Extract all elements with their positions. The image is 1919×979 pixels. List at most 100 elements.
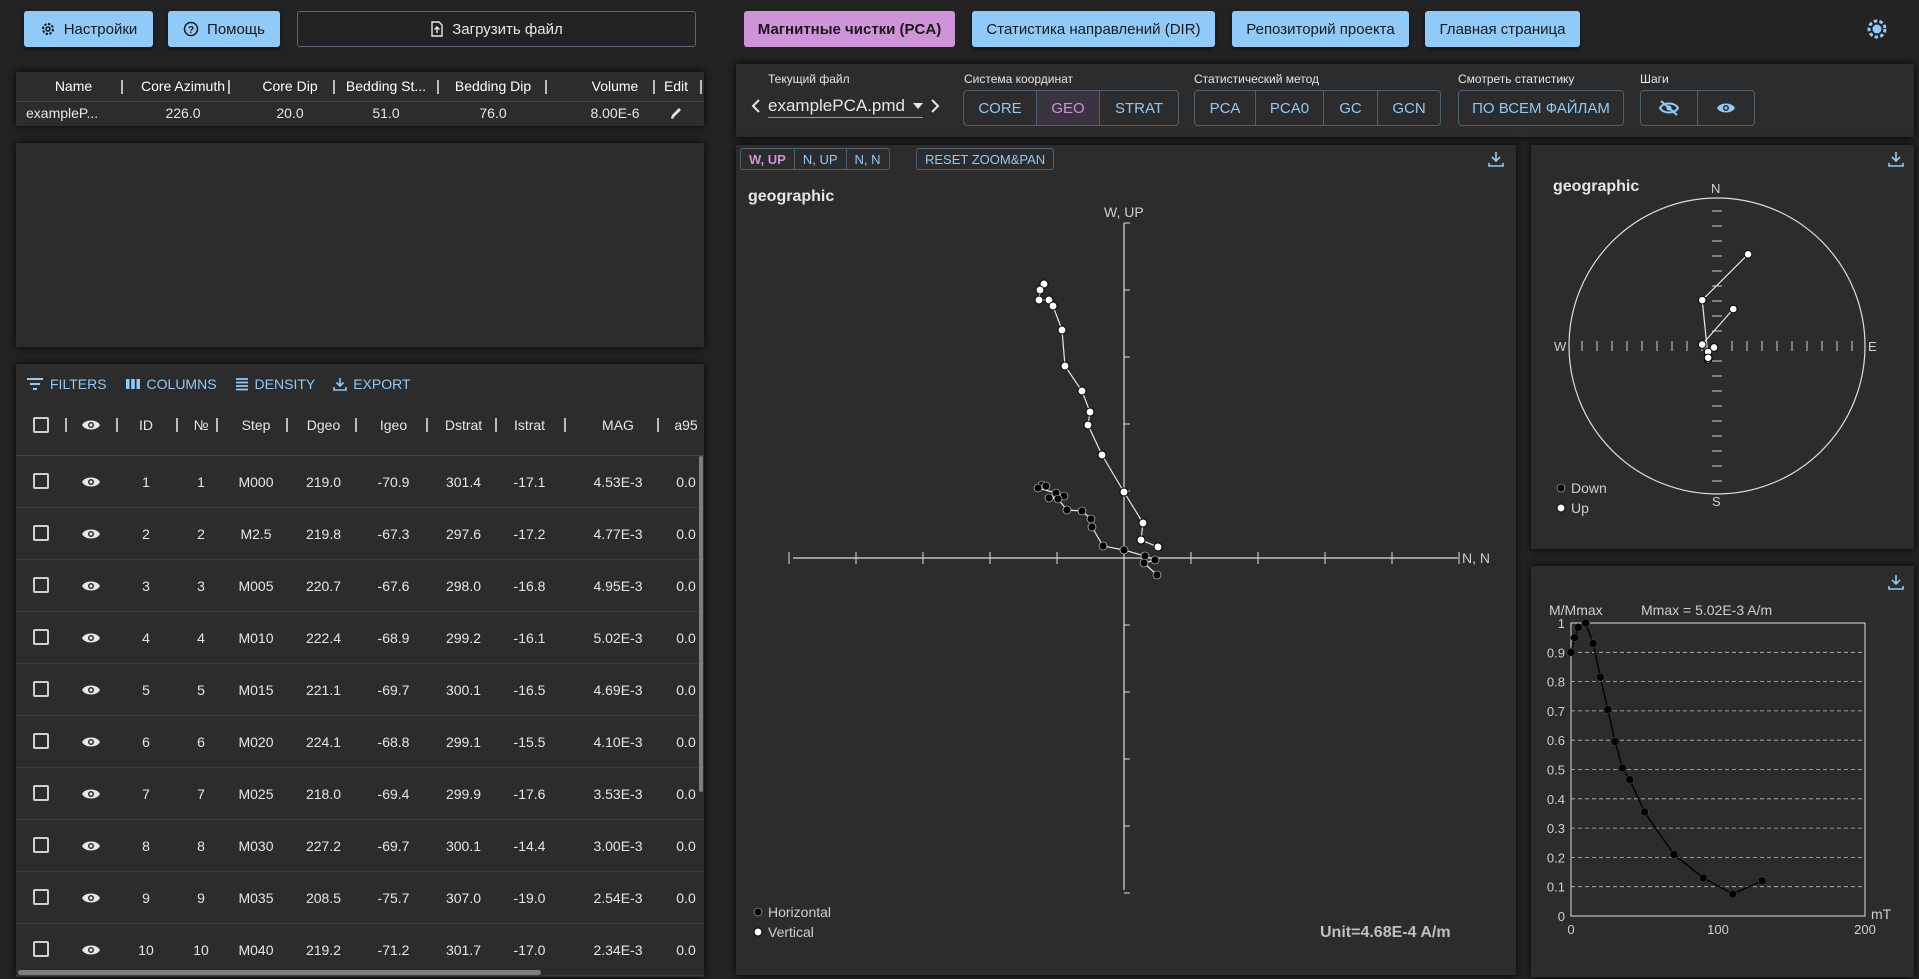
file-select[interactable]: examplePCA.pmd <box>768 94 923 118</box>
file-col-core-azimuth[interactable]: Core Azimuth <box>140 78 226 94</box>
theme-toggle-icon[interactable] <box>1864 16 1890 42</box>
nav-home-button[interactable]: Главная страница <box>1425 11 1580 47</box>
zij-horizontal-point[interactable] <box>1119 545 1129 555</box>
row-checkbox[interactable] <box>33 473 49 489</box>
download-icon[interactable] <box>1888 151 1904 167</box>
upload-file-button[interactable]: Загрузить файл <box>297 11 696 47</box>
zij-vertical-point[interactable] <box>1097 450 1107 460</box>
eye-icon[interactable] <box>81 630 101 646</box>
coord-geo[interactable]: GEO <box>1037 91 1100 125</box>
col-number[interactable]: № <box>193 417 209 433</box>
zij-vertical-point[interactable] <box>1085 407 1095 417</box>
zij-horizontal-point[interactable] <box>1139 558 1149 568</box>
table-row[interactable]: 8 8 M030 227.2 -69.7 300.1 -14.4 3.00E-3 0.0 <box>16 820 704 872</box>
eye-icon[interactable] <box>81 417 101 433</box>
col-mag[interactable]: MAG <box>602 417 634 433</box>
hide-steps-button[interactable] <box>1641 91 1698 125</box>
eye-icon[interactable] <box>81 942 101 958</box>
row-checkbox[interactable] <box>33 837 49 853</box>
table-row[interactable]: 1 1 M000 219.0 -70.9 301.4 -17.1 4.53E-3 0.0 <box>16 456 704 508</box>
stereonet-point[interactable] <box>1709 343 1719 352</box>
row-checkbox[interactable] <box>33 681 49 697</box>
zij-horizontal-point[interactable] <box>1098 541 1108 551</box>
zij-vertical-point[interactable] <box>1060 361 1070 371</box>
stereonet-point[interactable] <box>1728 304 1738 314</box>
eye-icon[interactable] <box>81 734 101 750</box>
zij-horizontal-point[interactable] <box>1077 506 1087 516</box>
stereonet-point[interactable] <box>1703 353 1713 363</box>
zij-horizontal-point[interactable] <box>1152 570 1162 580</box>
demag-point[interactable] <box>1566 648 1576 657</box>
demag-point[interactable] <box>1574 623 1583 632</box>
stereonet-point[interactable] <box>1697 340 1707 349</box>
zij-horizontal-point[interactable] <box>1140 551 1150 561</box>
demag-point[interactable] <box>1596 672 1605 682</box>
demag-point[interactable] <box>1618 763 1627 773</box>
vertical-scrollbar[interactable] <box>699 456 703 792</box>
file-col-bedding-dip[interactable]: Bedding Dip <box>454 78 532 94</box>
show-steps-button[interactable] <box>1698 91 1754 125</box>
columns-button[interactable]: COLUMNS <box>125 374 217 394</box>
settings-button[interactable]: Настройки <box>24 11 153 47</box>
col-igeo[interactable]: Igeo <box>379 417 408 433</box>
reset-zoom-button[interactable]: RESET ZOOM&PAN <box>916 148 1055 170</box>
nav-repo-button[interactable]: Репозиторий проекта <box>1232 11 1409 47</box>
zij-vertical-point[interactable] <box>1153 542 1163 552</box>
table-row[interactable]: 2 2 M2.5 219.8 -67.3 297.6 -17.2 4.77E-3 0.0 <box>16 508 704 560</box>
zij-vertical-point[interactable] <box>1083 420 1093 430</box>
demag-point[interactable] <box>1588 639 1598 648</box>
method-gcn[interactable]: GCN <box>1392 99 1426 117</box>
demag-point[interactable] <box>1603 705 1612 714</box>
eye-icon[interactable] <box>81 890 101 906</box>
prev-file-icon[interactable] <box>750 98 762 114</box>
coord-core[interactable]: CORE <box>964 91 1037 125</box>
demag-point[interactable] <box>1610 737 1620 746</box>
demag-point[interactable] <box>1640 807 1649 817</box>
file-col-edit[interactable]: Edit <box>663 78 689 94</box>
table-row[interactable]: 9 9 M035 208.5 -75.7 307.0 -19.0 2.54E-3 0.0 <box>16 872 704 924</box>
zij-horizontal-point[interactable] <box>1044 493 1054 503</box>
demag-point[interactable] <box>1728 889 1737 899</box>
zijderveld-plot[interactable]: geographic W, UP N, N Horizontal Vertical Uni… <box>736 145 1516 975</box>
row-checkbox[interactable] <box>33 733 49 749</box>
col-a95[interactable]: a95 <box>674 417 698 433</box>
zij-vertical-point[interactable] <box>1034 295 1044 305</box>
row-checkbox[interactable] <box>33 941 49 957</box>
eye-icon[interactable] <box>81 578 101 594</box>
eye-icon[interactable] <box>81 526 101 542</box>
file-col-volume[interactable]: Volume <box>591 78 639 94</box>
eye-icon[interactable] <box>81 786 101 802</box>
table-row[interactable]: 4 4 M010 222.4 -68.9 299.2 -16.1 5.02E-3 0.0 <box>16 612 704 664</box>
select-all-checkbox[interactable] <box>33 417 49 433</box>
zij-horizontal-point[interactable] <box>1033 483 1043 493</box>
file-col-bedding-strike[interactable]: Bedding St... <box>345 78 427 94</box>
nav-dir-button[interactable]: Статистика направлений (DIR) <box>972 11 1215 47</box>
demag-point[interactable] <box>1699 873 1708 883</box>
col-dstrat[interactable]: Dstrat <box>444 417 483 433</box>
nav-pca-button[interactable]: Магнитные чистки (PCA) <box>744 11 955 47</box>
stereonet-point[interactable] <box>1743 249 1753 259</box>
horizontal-scrollbar[interactable] <box>18 970 541 975</box>
demag-point[interactable] <box>1757 876 1767 886</box>
zij-vertical-point[interactable] <box>1035 285 1045 295</box>
demag-point[interactable] <box>1581 618 1590 628</box>
next-file-icon[interactable] <box>929 98 941 114</box>
coord-strat[interactable]: STRAT <box>1114 99 1164 117</box>
table-row[interactable]: 6 6 M020 224.1 -68.8 299.1 -15.5 4.10E-3 0.0 <box>16 716 704 768</box>
table-row[interactable]: 3 3 M005 220.7 -67.6 298.0 -16.8 4.95E-3 0.0 <box>16 560 704 612</box>
method-pca0[interactable]: PCA0 <box>1256 91 1324 125</box>
method-pca[interactable]: PCA <box>1195 91 1256 125</box>
col-id[interactable]: ID <box>139 417 153 433</box>
zij-horizontal-point[interactable] <box>1150 555 1160 565</box>
proj-n-up[interactable]: N, UP <box>795 149 847 169</box>
edit-icon[interactable] <box>668 105 684 121</box>
zij-vertical-point[interactable] <box>1048 301 1058 311</box>
help-button[interactable]: ? Помощь <box>168 11 280 47</box>
density-button[interactable]: DENSITY <box>235 374 315 394</box>
demag-plot[interactable]: M/Mmax Mmax = 5.02E-3 A/m 0.1 0.2 0.3 0.4 0.5 0… <box>1531 566 1914 977</box>
eye-icon[interactable] <box>81 838 101 854</box>
file-col-core-dip[interactable]: Core Dip <box>262 78 318 94</box>
row-checkbox[interactable] <box>33 785 49 801</box>
zij-horizontal-point[interactable] <box>1053 494 1063 504</box>
row-checkbox[interactable] <box>33 525 49 541</box>
